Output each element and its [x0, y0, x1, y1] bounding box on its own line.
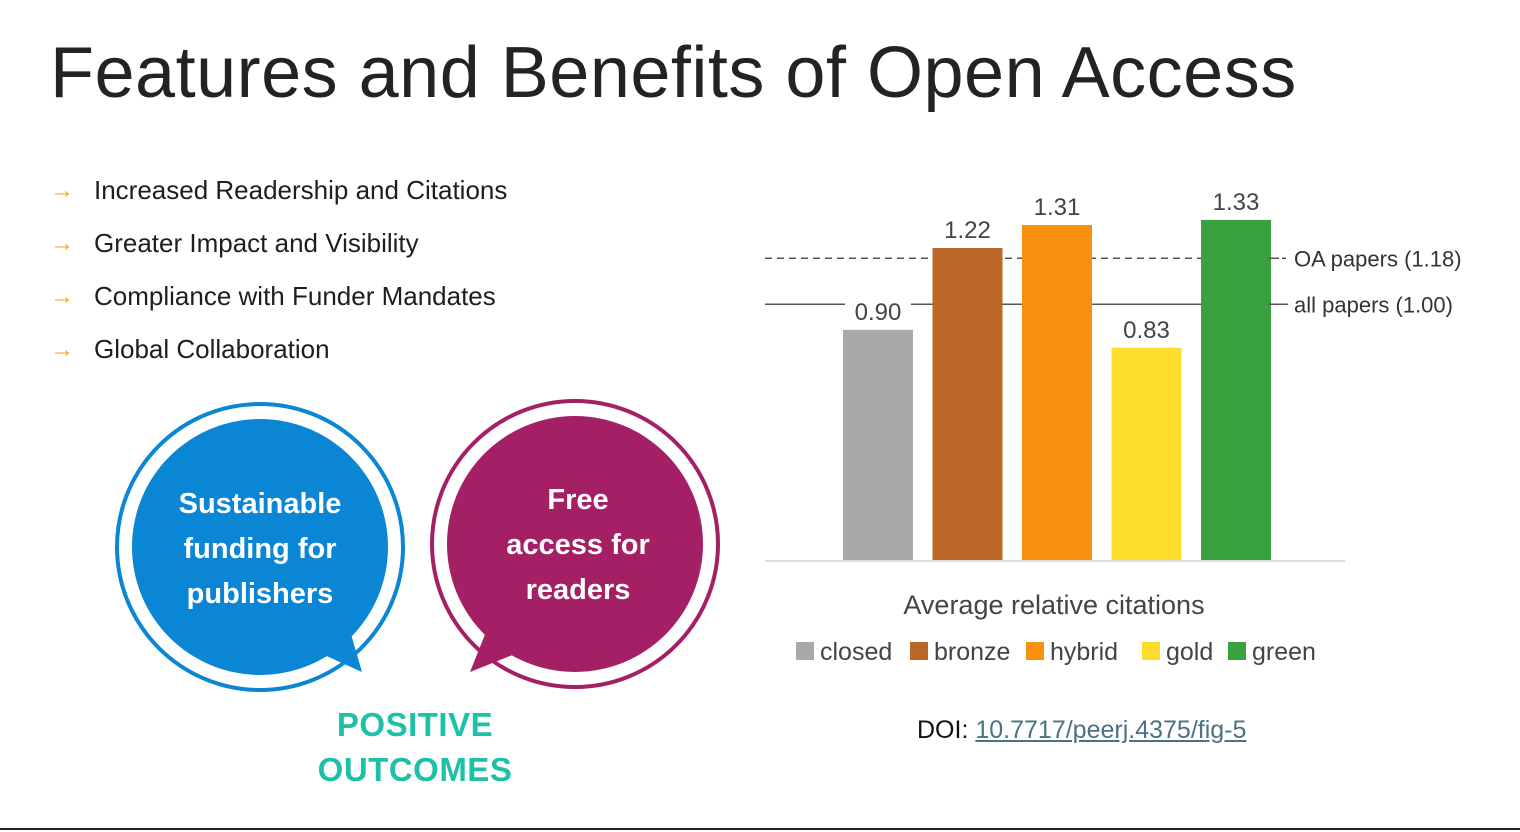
- bubble-right-line: readers: [525, 574, 631, 606]
- legend-label: gold: [1166, 638, 1213, 666]
- legend-swatch: [1228, 642, 1246, 660]
- bottom-divider: [0, 828, 1520, 830]
- citations-chart: 0.90 1.22 1.31 0.83 1.33 OA papers (1.18) all …: [760, 187, 1500, 690]
- arrow-right-icon: →: [50, 282, 74, 310]
- bubble-left-line: funding for: [183, 533, 337, 565]
- legend-swatch: [1026, 642, 1044, 660]
- bar-gold: [1111, 347, 1182, 560]
- value-label: 1.22: [944, 217, 991, 244]
- bubble-right-line: Free: [547, 484, 609, 516]
- bubble-right-line: access for: [506, 529, 650, 561]
- bullet-item: → Increased Readership and Citations: [50, 164, 507, 217]
- value-label: 1.31: [1034, 194, 1081, 221]
- bubble-left-ring: [115, 402, 405, 692]
- bullet-text: Greater Impact and Visibility: [94, 228, 419, 258]
- bullet-item: → Global Collaboration: [50, 323, 507, 376]
- value-label: 0.83: [1123, 317, 1170, 344]
- reference-line-label: all papers (1.00): [1294, 292, 1453, 317]
- speech-bubbles-graphic: [115, 399, 720, 692]
- value-label: 0.90: [855, 299, 902, 326]
- value-label: 1.33: [1213, 190, 1260, 216]
- doi-line: DOI: 10.7717/peerj.4375/fig-5: [917, 716, 1246, 745]
- legend-swatch: [796, 642, 814, 660]
- bar-closed: [843, 329, 913, 560]
- legend-label: closed: [820, 638, 892, 666]
- bar-bronze: [932, 248, 1003, 560]
- bullet-text: Global Collaboration: [94, 334, 330, 364]
- slide-title: Features and Benefits of Open Access: [50, 33, 1297, 113]
- bubble-left-line: publishers: [186, 578, 334, 610]
- bubble-right-tail: [470, 622, 515, 672]
- doi-link[interactable]: 10.7717/peerj.4375/fig-5: [975, 716, 1247, 744]
- legend-swatch: [910, 642, 928, 660]
- bullet-item: → Compliance with Funder Mandates: [50, 270, 507, 323]
- doi-prefix: DOI:: [917, 716, 969, 744]
- legend-label: green: [1252, 638, 1316, 666]
- reference-line-label: OA papers (1.18): [1294, 246, 1462, 271]
- bubble-left-fill: [132, 419, 388, 675]
- bubble-left-line: Sustainable: [178, 488, 342, 520]
- legend-label: hybrid: [1050, 638, 1118, 666]
- bubble-right-ring: [430, 399, 720, 689]
- caption-line: POSITIVE: [336, 706, 494, 743]
- legend-swatch: [1142, 642, 1160, 660]
- value-label-bg: [1203, 187, 1269, 215]
- caption-line: OUTCOMES: [317, 751, 513, 788]
- value-label-bg: [1113, 315, 1180, 343]
- positive-outcomes-caption: POSITIVE OUTCOMES: [250, 702, 580, 792]
- arrow-right-icon: →: [50, 176, 74, 204]
- bar-chart-svg: 0.90 1.22 1.31 0.83 1.33 OA papers (1.18) all …: [765, 187, 1462, 666]
- value-label-bg: [845, 297, 911, 325]
- bar-hybrid: [1022, 225, 1092, 560]
- outcome-bubbles: Sustainable funding for publishers Free …: [100, 392, 740, 702]
- bullet-list: → Increased Readership and Citations → G…: [50, 164, 507, 376]
- bubble-left-tail: [322, 617, 362, 672]
- bubble-right-fill: [447, 416, 703, 672]
- value-label-bg: [1024, 193, 1090, 221]
- bubble-left-text: Sustainable funding for publishers: [140, 482, 380, 617]
- arrow-right-icon: →: [50, 335, 74, 363]
- bubble-right-text: Free access for readers: [458, 478, 698, 613]
- bullet-text: Compliance with Funder Mandates: [94, 281, 496, 311]
- bullet-text: Increased Readership and Citations: [94, 175, 508, 205]
- arrow-right-icon: →: [50, 229, 74, 257]
- value-label-bg: [934, 216, 1001, 244]
- bar-green: [1201, 219, 1271, 560]
- x-axis-label: Average relative citations: [903, 590, 1204, 620]
- legend-label: bronze: [934, 638, 1010, 666]
- bullet-item: → Greater Impact and Visibility: [50, 217, 507, 270]
